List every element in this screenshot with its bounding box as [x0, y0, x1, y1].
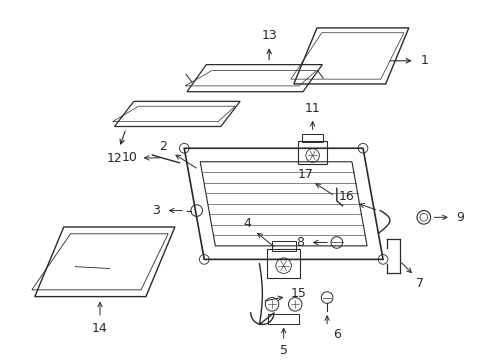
Text: 14: 14 [92, 322, 108, 335]
Text: 2: 2 [159, 140, 166, 153]
Text: 5: 5 [279, 344, 287, 357]
Text: 6: 6 [332, 328, 340, 341]
Text: 13: 13 [261, 29, 277, 42]
Text: 7: 7 [415, 276, 423, 289]
Text: 11: 11 [304, 102, 320, 114]
Text: 8: 8 [295, 236, 304, 249]
Text: 15: 15 [290, 287, 306, 300]
Text: 12: 12 [106, 152, 122, 165]
Text: 17: 17 [297, 168, 313, 181]
Text: 1: 1 [420, 54, 427, 67]
Text: 3: 3 [152, 204, 160, 217]
Text: 4: 4 [243, 217, 250, 230]
Text: 16: 16 [338, 190, 354, 203]
Text: 10: 10 [121, 152, 137, 165]
Text: 9: 9 [456, 211, 464, 224]
